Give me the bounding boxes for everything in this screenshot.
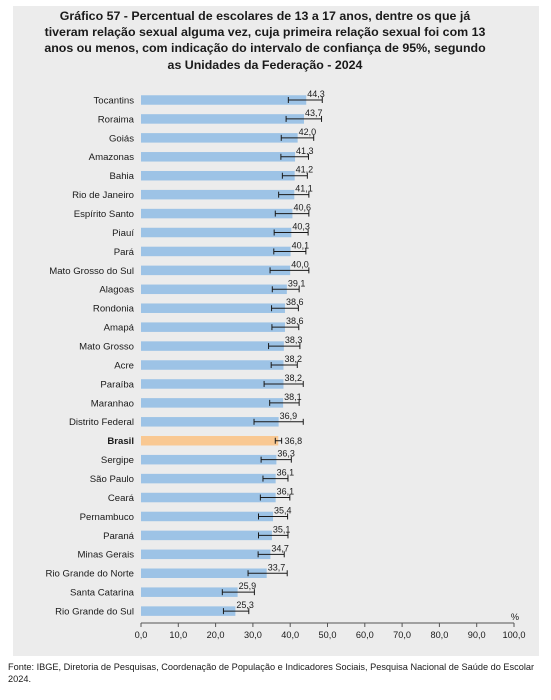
category-label: Ceará (108, 493, 135, 504)
data-label: 36,3 (277, 449, 295, 459)
x-tick-label: 0,0 (135, 630, 148, 640)
data-label: 36,1 (277, 487, 295, 497)
data-label: 39,1 (288, 278, 306, 288)
bar (141, 511, 274, 522)
category-label: Maranhao (91, 398, 134, 409)
category-label: Pernambuco (80, 512, 134, 523)
category-label: Mato Grosso (79, 341, 134, 352)
category-label: Brasil (107, 436, 134, 447)
category-label: Paraná (103, 531, 135, 542)
category-label: Bahia (109, 171, 134, 182)
data-label: 38,6 (286, 316, 304, 326)
bar (141, 95, 307, 105)
data-label: 40,3 (292, 222, 310, 232)
data-label: 40,6 (293, 203, 311, 213)
data-label: 41,2 (296, 165, 314, 175)
category-label: Amazonas (89, 152, 135, 163)
category-label: Santa Catarina (70, 588, 135, 599)
data-label: 35,1 (273, 524, 291, 534)
data-label: 38,1 (284, 392, 302, 402)
data-label: 43,7 (305, 108, 323, 118)
category-label: Rio Grande do Sul (55, 607, 134, 618)
category-label: Rio Grande do Norte (45, 569, 134, 580)
bar-highlight (141, 435, 279, 446)
bar (141, 208, 293, 219)
x-tick-label: 70,0 (393, 630, 411, 640)
bar (141, 587, 238, 597)
source-note: Fonte: IBGE, Diretoria de Pesquisas, Coo… (8, 662, 535, 684)
x-tick-label: 80,0 (430, 630, 448, 640)
category-label: Alagoas (99, 285, 134, 296)
category-label: Rio de Janeiro (72, 190, 134, 201)
data-label: 36,1 (277, 468, 295, 478)
category-label: Goiás (109, 133, 134, 144)
x-tick-label: 10,0 (169, 630, 187, 640)
x-tick-label: 20,0 (207, 630, 225, 640)
x-tick-label: 30,0 (244, 630, 262, 640)
bar (141, 492, 276, 503)
bar (141, 606, 236, 616)
x-tick-label: 50,0 (319, 630, 337, 640)
category-label: São Paulo (90, 474, 134, 485)
data-label: 44,3 (307, 89, 325, 99)
data-label: 34,7 (271, 543, 289, 553)
data-label: 40,0 (291, 259, 309, 269)
category-label: Pará (114, 247, 135, 258)
category-label: Tocantins (93, 95, 134, 106)
data-label: 38,2 (284, 354, 302, 364)
x-tick-label: 100,0 (503, 630, 526, 640)
category-label: Mato Grosso do Sul (49, 266, 134, 277)
x-tick-label: 40,0 (281, 630, 299, 640)
bar (141, 189, 295, 200)
bar (141, 360, 284, 370)
bar (141, 152, 296, 162)
category-label: Rondonia (93, 304, 135, 315)
data-label: 38,2 (284, 373, 302, 383)
category-label: Roraima (98, 114, 135, 125)
bar (141, 303, 285, 313)
bar (141, 549, 271, 560)
bar (141, 170, 295, 181)
bar (141, 473, 276, 484)
category-label: Piauí (112, 228, 134, 239)
data-label: 41,1 (295, 184, 313, 194)
data-label: 33,7 (268, 562, 286, 572)
unit-label: % (511, 612, 519, 622)
bar (141, 568, 267, 578)
bar (141, 530, 272, 541)
category-label: Sergipe (101, 455, 134, 466)
bar (141, 417, 279, 427)
data-label: 40,1 (292, 240, 310, 250)
data-label: 35,4 (274, 505, 292, 515)
data-label: 41,3 (296, 146, 314, 156)
bar (141, 284, 287, 295)
bar (141, 398, 284, 408)
data-label: 25,3 (236, 600, 254, 610)
category-label: Acre (114, 360, 134, 371)
bar (141, 114, 305, 124)
category-label: Espírito Santo (74, 209, 134, 220)
x-tick-label: 90,0 (468, 630, 486, 640)
bar (141, 322, 285, 332)
bar (141, 227, 292, 238)
category-label: Paraíba (100, 379, 134, 390)
data-label: 38,3 (285, 335, 303, 345)
bar (141, 341, 284, 351)
category-label: Minas Gerais (77, 550, 134, 561)
bar (141, 265, 291, 276)
data-label: 36,9 (280, 411, 298, 421)
data-label: 42,0 (299, 127, 317, 137)
chart-title: Gráfico 57 - Percentual de escolares de … (44, 9, 486, 72)
data-label: 36,8 (285, 436, 303, 446)
data-label: 38,6 (286, 297, 304, 307)
x-tick-label: 60,0 (356, 630, 374, 640)
bar (141, 454, 277, 465)
bar (141, 133, 298, 143)
data-label: 25,9 (239, 581, 257, 591)
bar (141, 379, 284, 389)
bar (141, 246, 291, 257)
category-label: Distrito Federal (69, 417, 134, 428)
category-label: Amapá (104, 323, 135, 334)
